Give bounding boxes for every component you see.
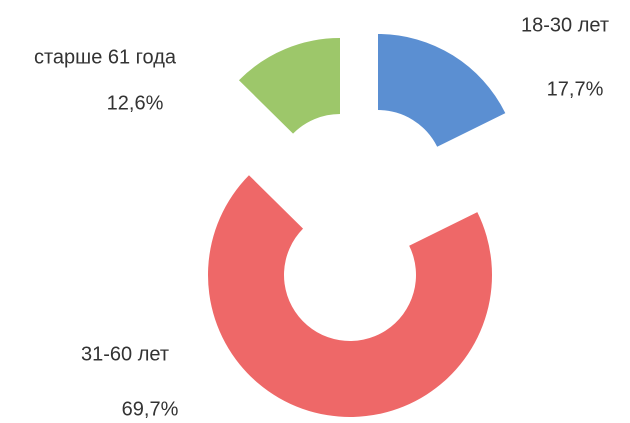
donut-segment — [238, 38, 340, 134]
value-label: 12,6% — [107, 92, 164, 114]
donut-segment — [378, 34, 506, 147]
value-label: 69,7% — [122, 398, 179, 420]
value-label: 17,7% — [547, 78, 604, 100]
category-label: 31-60 лет — [81, 343, 169, 365]
donut-segment — [207, 175, 492, 417]
category-label: 18-30 лет — [521, 14, 609, 36]
category-label: старше 61 года — [34, 46, 177, 68]
